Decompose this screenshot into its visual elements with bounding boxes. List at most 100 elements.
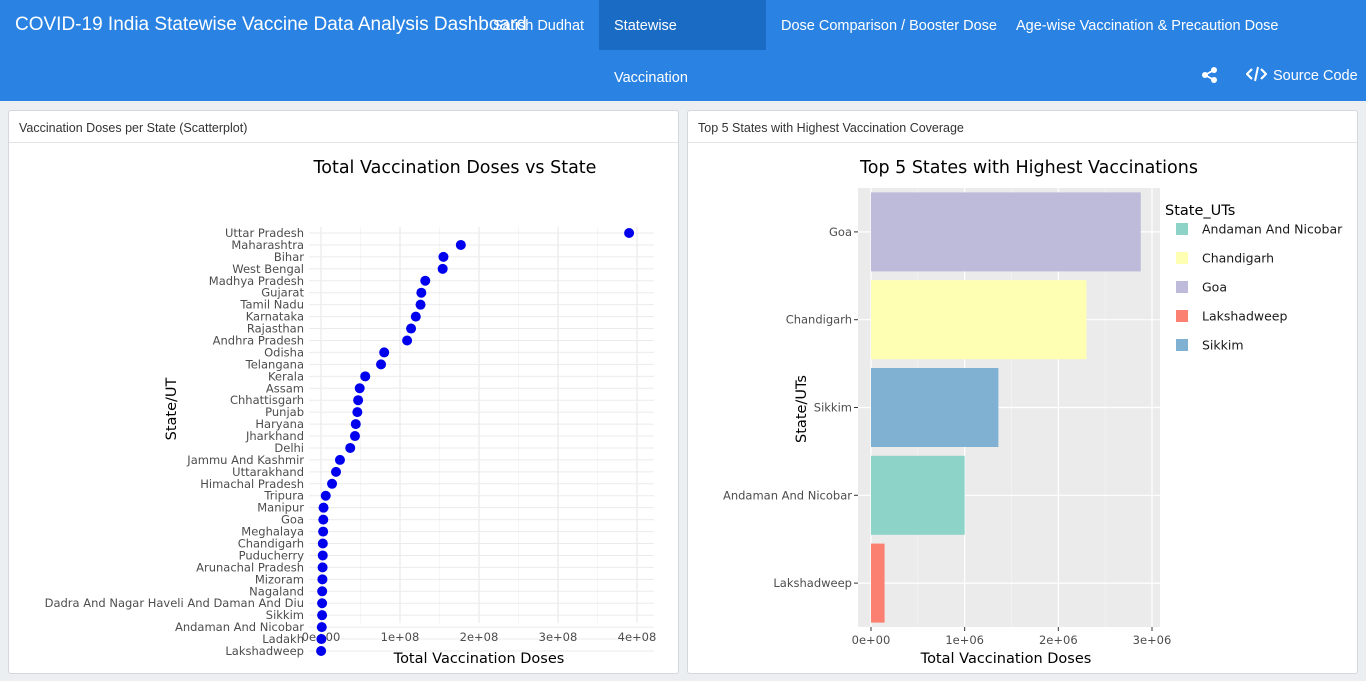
y-tick-label: Rajasthan xyxy=(247,322,304,336)
data-point xyxy=(402,335,413,346)
y-tick-label: Ladakh xyxy=(262,632,304,646)
y-tick-label: Nagaland xyxy=(249,584,304,598)
data-point xyxy=(438,251,449,262)
bar xyxy=(871,543,885,623)
y-tick-label: Chandigarh xyxy=(238,537,304,551)
data-point xyxy=(317,550,328,561)
top5-panel: Top 5 States with Highest Vaccination Co… xyxy=(687,110,1358,674)
data-point xyxy=(350,419,361,430)
legend-label: Andaman And Nicobar xyxy=(1202,222,1343,237)
data-point xyxy=(437,263,448,274)
y-tick-label: Tripura xyxy=(263,489,304,503)
panel-title: Vaccination Doses per State (Scatterplot… xyxy=(9,111,678,143)
x-axis-label: Total Vaccination Doses xyxy=(393,651,565,667)
data-point xyxy=(318,502,329,513)
x-tick-label: 0e+00 xyxy=(852,633,891,647)
legend-swatch xyxy=(1176,281,1188,293)
y-tick-label: Andhra Pradesh xyxy=(213,333,304,347)
data-point xyxy=(316,634,327,645)
y-tick-label: Lakshadweep xyxy=(773,576,852,590)
x-tick-label: 1e+08 xyxy=(381,630,420,644)
y-tick-label: Mizoram xyxy=(255,572,304,586)
legend-swatch xyxy=(1176,252,1188,264)
tab-age-wise-vaccination[interactable]: Age-wise Vaccination & Precaution Dose xyxy=(1016,18,1279,34)
data-point xyxy=(331,466,342,477)
data-point xyxy=(406,323,417,334)
tab-dose-comparison[interactable]: Dose Comparison / Booster Dose xyxy=(781,18,997,34)
data-point xyxy=(317,538,328,549)
app-title: COVID-19 India Statewise Vaccine Data An… xyxy=(15,14,527,35)
data-point xyxy=(420,275,431,286)
tab-statewise-vaccination[interactable]: Statewise Vaccination xyxy=(599,0,766,86)
y-tick-label: Uttarakhand xyxy=(232,465,304,479)
scatter-chart: Total Vaccination Doses vs State Total V… xyxy=(45,158,657,667)
y-tick-label: Lakshadweep xyxy=(225,644,304,658)
share-icon[interactable] xyxy=(1201,66,1219,84)
y-tick-label: Meghalaya xyxy=(241,525,304,539)
data-point xyxy=(317,574,328,585)
y-tick-label: Puducherry xyxy=(239,548,305,562)
legend-swatch xyxy=(1176,339,1188,351)
chart-title: Top 5 States with Highest Vaccinations xyxy=(859,158,1198,178)
y-tick-label: Tamil Nadu xyxy=(239,298,304,312)
x-tick-label: 4e+08 xyxy=(618,630,657,644)
y-axis-label: State/UT xyxy=(164,377,180,440)
y-tick-label: Jammu And Kashmir xyxy=(186,453,304,467)
data-point xyxy=(327,478,338,489)
data-point xyxy=(318,514,329,525)
author-name: Satish Dudhat xyxy=(493,18,585,34)
top-navbar: COVID-19 India Statewise Vaccine Data An… xyxy=(0,0,1366,101)
data-point xyxy=(376,359,387,370)
y-tick-label: Assam xyxy=(266,381,304,395)
y-tick-label: Dadra And Nagar Haveli And Daman And Diu xyxy=(45,596,304,610)
legend-label: Goa xyxy=(1202,280,1227,295)
chart-title: Total Vaccination Doses vs State xyxy=(313,158,597,178)
data-point xyxy=(455,239,466,250)
y-tick-label: Uttar Pradesh xyxy=(225,226,304,240)
data-point xyxy=(349,431,360,442)
panel-title: Top 5 States with Highest Vaccination Co… xyxy=(688,111,1357,143)
bar xyxy=(871,455,965,535)
data-point xyxy=(317,586,328,597)
y-tick-label: Himachal Pradesh xyxy=(200,477,304,491)
data-point xyxy=(316,622,327,633)
code-icon xyxy=(1245,66,1268,86)
y-tick-label: Telangana xyxy=(245,357,304,371)
y-tick-label: Kerala xyxy=(268,369,304,383)
y-tick-label: Delhi xyxy=(274,441,304,455)
bar xyxy=(871,192,1141,272)
legend-label: Sikkim xyxy=(1202,338,1244,353)
data-point xyxy=(345,442,356,453)
x-tick-label: 3e+06 xyxy=(1133,633,1172,647)
y-tick-label: Andaman And Nicobar xyxy=(723,488,852,502)
scatterplot-panel: Vaccination Doses per State (Scatterplot… xyxy=(8,110,679,674)
data-point xyxy=(353,395,364,406)
data-point xyxy=(379,347,390,358)
data-point xyxy=(317,562,328,573)
y-tick-label: Andaman And Nicobar xyxy=(175,620,304,634)
legend-swatch xyxy=(1176,223,1188,235)
y-tick-label: Bihar xyxy=(274,250,304,264)
x-tick-label: 2e+08 xyxy=(460,630,499,644)
x-tick-label: 1e+06 xyxy=(945,633,984,647)
bar-chart: Top 5 States with Highest Vaccinations T… xyxy=(723,158,1343,667)
data-point xyxy=(352,407,363,418)
y-tick-label: Odisha xyxy=(264,345,304,359)
data-point xyxy=(410,311,421,322)
legend-title: State_UTs xyxy=(1165,203,1235,219)
y-tick-label: Chhattisgarh xyxy=(230,393,304,407)
x-axis-label: Total Vaccination Doses xyxy=(920,651,1092,667)
y-tick-label: Gujarat xyxy=(261,286,304,300)
data-point xyxy=(317,598,328,609)
y-tick-label: Madhya Pradesh xyxy=(209,274,304,288)
y-tick-label: Maharashtra xyxy=(231,238,304,252)
data-point xyxy=(316,646,327,656)
y-tick-label: Haryana xyxy=(255,417,304,431)
source-code-link[interactable]: Source Code xyxy=(1245,66,1358,86)
legend-label: Lakshadweep xyxy=(1202,309,1287,324)
data-point xyxy=(334,454,345,465)
legend-label: Chandigarh xyxy=(1202,251,1274,266)
data-point xyxy=(416,287,427,298)
legend-swatch xyxy=(1176,310,1188,322)
y-tick-label: Karnataka xyxy=(246,310,304,324)
